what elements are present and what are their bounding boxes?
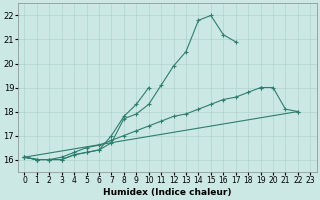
X-axis label: Humidex (Indice chaleur): Humidex (Indice chaleur) <box>103 188 232 197</box>
